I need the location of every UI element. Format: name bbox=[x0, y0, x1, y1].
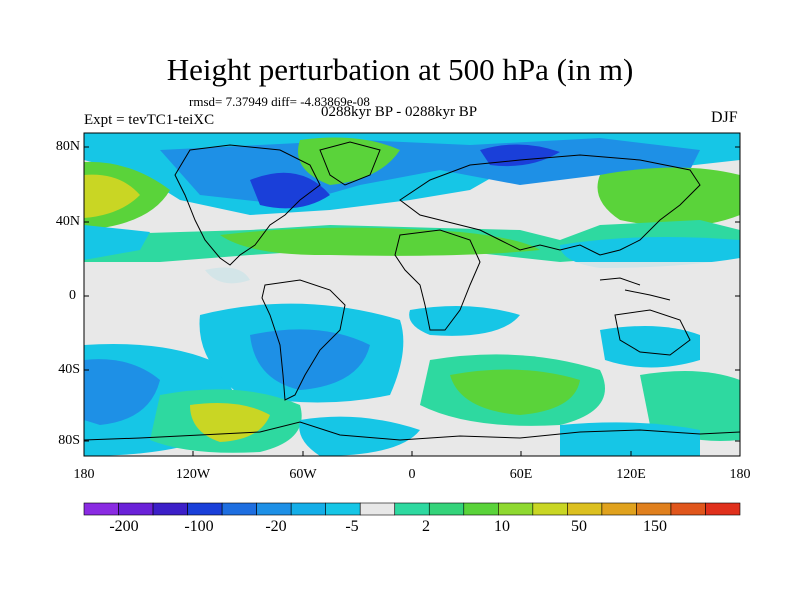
period-label: 0288kyr BP - 0288kyr BP bbox=[321, 104, 478, 120]
field-blob bbox=[600, 326, 700, 368]
coastlines bbox=[84, 141, 740, 441]
colorbar-label: -200 bbox=[109, 518, 139, 535]
colorbar-swatch bbox=[394, 502, 430, 516]
colorbar-label: -5 bbox=[345, 518, 359, 535]
colorbar-swatch bbox=[187, 502, 223, 516]
coast-south-america bbox=[261, 279, 346, 401]
plot-title: Height perturbation at 500 hPa (in m) bbox=[166, 52, 634, 87]
field-blob bbox=[84, 174, 140, 218]
colorbar-swatch bbox=[463, 502, 499, 516]
colorbar-swatch bbox=[290, 502, 326, 516]
colorbar-swatch bbox=[325, 502, 361, 516]
field-blob bbox=[560, 422, 700, 456]
field-blob bbox=[480, 144, 560, 167]
field-blob bbox=[409, 306, 520, 336]
coast-australia bbox=[614, 309, 691, 356]
field-blob bbox=[220, 227, 540, 256]
colorbar-swatch bbox=[152, 502, 188, 516]
coast-greenland bbox=[319, 141, 381, 186]
colorbar-swatch bbox=[428, 502, 465, 516]
lon-label-120e: 120E bbox=[616, 467, 646, 482]
colorbar-label: -20 bbox=[265, 518, 287, 535]
lat-label-40n: 40N bbox=[55, 214, 80, 229]
colorbar-swatch bbox=[670, 502, 706, 516]
coast-north-america bbox=[174, 144, 321, 266]
lon-label-0: 0 bbox=[408, 467, 416, 482]
colorbar-swatch bbox=[636, 502, 672, 516]
colorbar-swatch bbox=[256, 502, 292, 516]
field-blob bbox=[597, 167, 740, 227]
experiment-label: Expt = tevTC1-teiXC bbox=[84, 112, 215, 128]
field-blob bbox=[640, 371, 740, 441]
field-blob bbox=[84, 359, 160, 425]
field-blob bbox=[450, 369, 580, 415]
field-blob bbox=[560, 236, 740, 268]
colorbar-swatch bbox=[705, 502, 741, 516]
colorbar-label: 150 bbox=[643, 518, 667, 535]
lat-label-80s: 80S bbox=[58, 433, 80, 448]
coast-indonesia bbox=[599, 277, 671, 301]
stats-line: rmsd= 7.37949 diff= -4.83869e-08 bbox=[189, 94, 370, 109]
season-label: DJF bbox=[711, 109, 738, 126]
colorbar-label: 50 bbox=[571, 518, 587, 535]
colorbar-swatch bbox=[532, 502, 568, 516]
axis-ticks bbox=[84, 146, 740, 456]
colorbar-swatch bbox=[221, 502, 257, 516]
lat-label-0: 0 bbox=[69, 288, 76, 303]
colorbar-swatch bbox=[601, 502, 637, 516]
lon-label-60e: 60E bbox=[509, 467, 533, 482]
colorbar-label: -100 bbox=[184, 518, 214, 535]
colorbar-label: 2 bbox=[422, 518, 430, 535]
lon-label-120w: 120W bbox=[175, 467, 211, 482]
coast-africa bbox=[394, 229, 481, 331]
field-blob bbox=[250, 172, 330, 209]
colorbar-swatch bbox=[118, 502, 154, 516]
field-blob bbox=[84, 262, 740, 312]
colorbar bbox=[83, 502, 741, 516]
colorbar-swatch bbox=[567, 502, 603, 516]
colorbar-swatch bbox=[498, 502, 534, 516]
colorbar-swatch bbox=[359, 502, 396, 516]
lat-label-40s: 40S bbox=[58, 362, 80, 377]
coast-eurasia bbox=[399, 154, 701, 256]
lon-label-180-right: 180 bbox=[729, 467, 751, 482]
field-blob bbox=[84, 225, 150, 260]
lat-label-80n: 80N bbox=[55, 139, 80, 154]
colorbar-label: 10 bbox=[494, 518, 510, 535]
map-field bbox=[84, 133, 740, 456]
lon-label-180-left: 180 bbox=[73, 467, 95, 482]
colorbar-swatch bbox=[83, 502, 119, 516]
coast-antarctica bbox=[84, 421, 740, 441]
lon-label-60w: 60W bbox=[289, 467, 317, 482]
